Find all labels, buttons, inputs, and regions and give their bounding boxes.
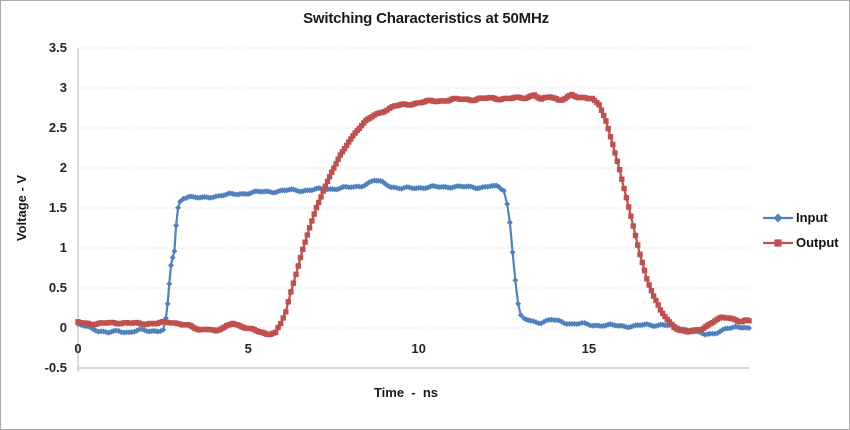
- input-legend-marker-icon: [763, 213, 793, 222]
- output-legend-marker-icon: [763, 238, 793, 247]
- series-output-line: [76, 93, 751, 336]
- legend-label: Input: [796, 210, 828, 225]
- legend-label: Output: [796, 235, 839, 250]
- series-input-markers: [75, 177, 752, 338]
- legend: Input Output: [761, 205, 839, 255]
- legend-item-input: Input: [761, 205, 839, 230]
- legend-item-output: Output: [761, 230, 839, 255]
- chart-title: Switching Characteristics at 50MHz: [303, 10, 549, 27]
- series-input-line: [76, 179, 751, 336]
- x-axis-title: Time - ns: [373, 385, 439, 400]
